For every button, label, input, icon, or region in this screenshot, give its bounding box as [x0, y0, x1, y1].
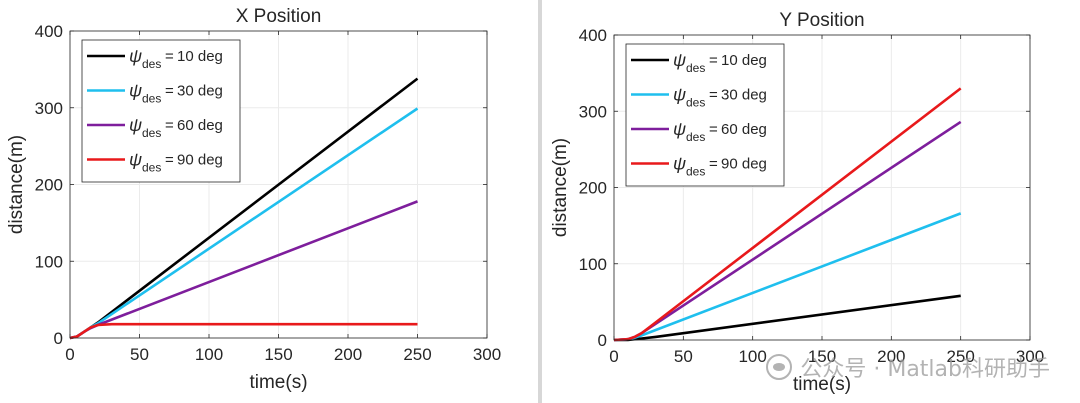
legend-subscript: des — [686, 96, 705, 110]
y-tick-label: 400 — [579, 26, 607, 45]
y-tick-label: 0 — [598, 331, 607, 350]
legend-subscript: des — [142, 57, 161, 71]
y-tick-label: 300 — [579, 102, 607, 121]
legend-equals: = — [709, 156, 718, 173]
chart-title: X Position — [236, 6, 322, 27]
x-tick-label: 100 — [195, 345, 223, 364]
legend-psi-symbol: ψ — [129, 150, 142, 170]
wechat-icon — [766, 354, 793, 380]
x-tick-label: 0 — [65, 345, 74, 364]
legend-label-2: 60 deg — [177, 117, 223, 134]
y-tick-label: 100 — [579, 255, 607, 274]
x-position-chart: 0 50 100 150 200 250 300 0 100 200 300 400 X Positio… — [0, 0, 538, 403]
y-tick-label: 200 — [35, 176, 63, 195]
y-axis-label: distance(m) — [550, 138, 571, 237]
legend-subscript: des — [686, 61, 705, 75]
y-tick-label: 200 — [579, 179, 607, 198]
x-tick-label: 0 — [609, 347, 618, 366]
legend-label-3: 90 deg — [721, 156, 767, 173]
y-axis-label: distance(m) — [6, 135, 27, 234]
legend-subscript: des — [686, 130, 705, 144]
legend-equals: = — [165, 48, 174, 65]
legend-equals: = — [709, 121, 718, 138]
legend-subscript: des — [142, 126, 161, 140]
y-tick-label: 300 — [35, 99, 63, 118]
x-tick-label: 250 — [403, 345, 431, 364]
x-tick-label: 150 — [808, 347, 836, 366]
legend-subscript: des — [686, 165, 705, 179]
x-position-plot: 0 50 100 150 200 250 300 0 100 200 300 400 X Positio… — [6, 6, 501, 393]
legend-label-1: 30 deg — [177, 83, 223, 100]
legend-equals: = — [165, 152, 174, 169]
legend-equals: = — [165, 83, 174, 100]
legend-subscript: des — [142, 161, 161, 175]
x-tick-label: 250 — [946, 347, 974, 366]
legend-label-1: 30 deg — [721, 87, 767, 104]
x-tick-label: 200 — [877, 347, 905, 366]
x-axis-label: time(s) — [249, 372, 307, 393]
y-position-chart: 0 50 100 150 200 250 300 0 100 200 300 400 Y Positio… — [542, 0, 1080, 403]
legend-psi-symbol: ψ — [129, 46, 142, 66]
panel-divider — [538, 0, 542, 403]
x-tick-label: 300 — [1016, 347, 1044, 366]
x-tick-label: 200 — [334, 345, 362, 364]
legend-psi-symbol: ψ — [673, 50, 686, 70]
legend-equals: = — [165, 117, 174, 134]
chart-title: Y Position — [779, 10, 864, 31]
legend-equals: = — [709, 52, 718, 69]
legend-label-2: 60 deg — [721, 121, 767, 138]
legend-psi-symbol: ψ — [129, 81, 142, 101]
watermark: 公众号 · Matlab科研助手 — [766, 351, 1050, 383]
watermark-text: 公众号 · Matlab科研助手 — [800, 357, 1050, 382]
x-axis-label: time(s) — [793, 374, 851, 395]
legend-label-0: 10 deg — [721, 52, 767, 69]
y-position-plot: 0 50 100 150 200 250 300 0 100 200 300 400 Y Positio… — [550, 10, 1044, 395]
legend-psi-symbol: ψ — [673, 154, 686, 174]
legend-subscript: des — [142, 92, 161, 106]
legend-psi-symbol: ψ — [129, 115, 142, 135]
legend-label-0: 10 deg — [177, 48, 223, 65]
x-tick-label: 100 — [738, 347, 766, 366]
y-tick-label: 0 — [54, 329, 63, 348]
x-tick-label: 50 — [130, 345, 149, 364]
x-tick-label: 150 — [264, 345, 292, 364]
legend-psi-symbol: ψ — [673, 85, 686, 105]
legend-psi-symbol: ψ — [673, 119, 686, 139]
series-line-3 — [613, 87, 962, 342]
y-tick-label: 100 — [35, 252, 63, 271]
legend-equals: = — [709, 87, 718, 104]
series-line-3 — [69, 322, 418, 340]
legend-label-3: 90 deg — [177, 152, 223, 169]
x-tick-label: 300 — [473, 345, 501, 364]
y-tick-label: 400 — [35, 22, 63, 41]
x-tick-label: 50 — [674, 347, 693, 366]
